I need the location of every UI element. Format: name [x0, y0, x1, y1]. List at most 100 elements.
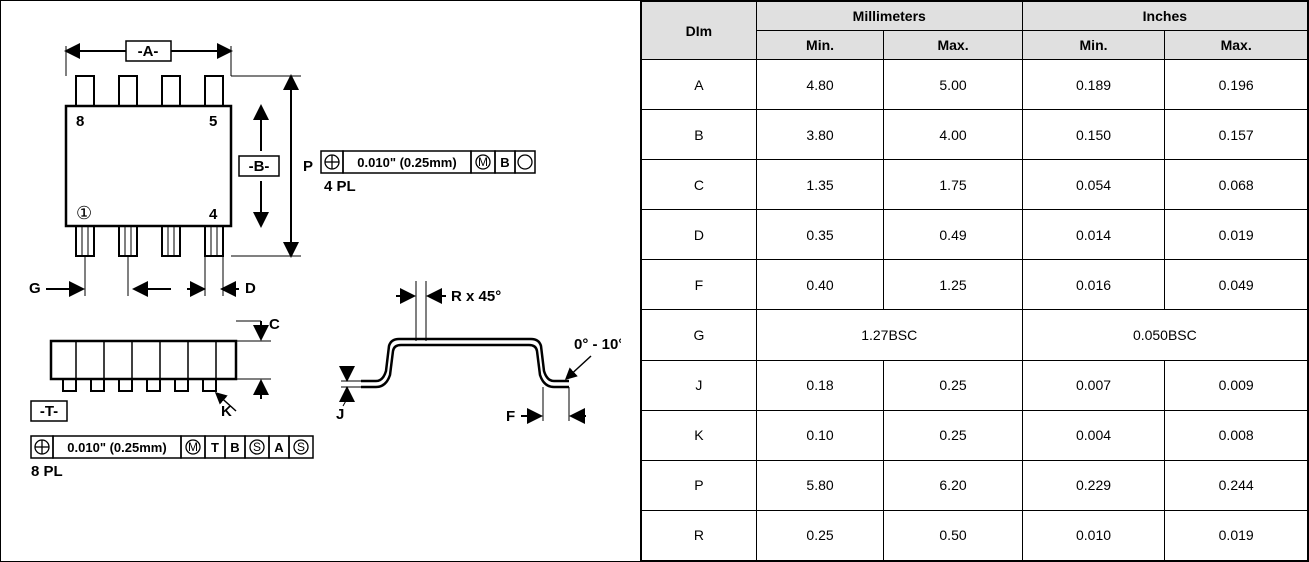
- cell-dim: B: [642, 110, 757, 160]
- cell-dim: F: [642, 260, 757, 310]
- end-view: R x 45° 0° - 10° J F: [336, 281, 621, 425]
- svg-text:T: T: [211, 440, 219, 455]
- cell-dim: A: [642, 60, 757, 110]
- label-D: D: [245, 280, 256, 297]
- cell-mm_max: 0.25: [884, 360, 1022, 410]
- table-row: D0.350.490.0140.019: [642, 210, 1308, 260]
- cell-in_min: 0.054: [1022, 160, 1165, 210]
- svg-text:B: B: [500, 155, 509, 170]
- svg-text:A: A: [274, 440, 284, 455]
- svg-text:S: S: [297, 440, 305, 454]
- header-mm: Millimeters: [756, 2, 1022, 31]
- cell-mm_max: 0.50: [884, 510, 1022, 560]
- pin-8: 8: [76, 113, 84, 130]
- table-header-row-1: DIm Millimeters Inches: [642, 2, 1308, 31]
- header-mm-max: Max.: [884, 31, 1022, 60]
- cell-dim: P: [642, 460, 757, 510]
- header-mm-min: Min.: [756, 31, 884, 60]
- label-G: G: [29, 280, 41, 297]
- cell-mm_max: 1.75: [884, 160, 1022, 210]
- table-row: G1.27BSC0.050BSC: [642, 310, 1308, 360]
- cell-dim: K: [642, 410, 757, 460]
- table-row: R0.250.500.0100.019: [642, 510, 1308, 560]
- cell-dim: G: [642, 310, 757, 360]
- cell-in_max: 0.068: [1165, 160, 1308, 210]
- cell-in_min: 0.014: [1022, 210, 1165, 260]
- cell-in_max: 0.196: [1165, 60, 1308, 110]
- cell-mm_min: 5.80: [756, 460, 884, 510]
- label-F: F: [506, 408, 515, 425]
- cell-in_min: 0.016: [1022, 260, 1165, 310]
- label-R: R x 45°: [451, 288, 501, 305]
- cell-mm_max: 0.25: [884, 410, 1022, 460]
- cell-dim: D: [642, 210, 757, 260]
- svg-text:4 PL: 4 PL: [324, 178, 356, 195]
- svg-text:M: M: [188, 440, 198, 454]
- cell-mm_max: 5.00: [884, 60, 1022, 110]
- cell-in_max: 0.008: [1165, 410, 1308, 460]
- cell-mm_min: 4.80: [756, 60, 884, 110]
- side-view: C K -T-: [31, 316, 280, 421]
- header-in-max: Max.: [1165, 31, 1308, 60]
- tolerance-8pl: 0.010" (0.25mm) M T B S A S 8 PL: [31, 436, 313, 480]
- cell-mm_max: 1.25: [884, 260, 1022, 310]
- cell-mm_min: 3.80: [756, 110, 884, 160]
- cell-in-span: 0.050BSC: [1022, 310, 1307, 360]
- pin-4: 4: [209, 206, 218, 223]
- cell-mm_min: 0.18: [756, 360, 884, 410]
- table-row: F0.401.250.0160.049: [642, 260, 1308, 310]
- cell-in_max: 0.049: [1165, 260, 1308, 310]
- label-B: -B-: [249, 158, 270, 175]
- table-row: K0.100.250.0040.008: [642, 410, 1308, 460]
- cell-in_min: 0.150: [1022, 110, 1165, 160]
- label-J: J: [336, 406, 344, 423]
- label-T: -T-: [40, 403, 58, 420]
- pin-5: 5: [209, 113, 217, 130]
- cell-in_max: 0.019: [1165, 510, 1308, 560]
- cell-mm_min: 0.25: [756, 510, 884, 560]
- main-container: -A-: [0, 0, 1309, 562]
- cell-mm_min: 0.40: [756, 260, 884, 310]
- cell-mm_min: 0.10: [756, 410, 884, 460]
- cell-in_max: 0.244: [1165, 460, 1308, 510]
- cell-in_max: 0.019: [1165, 210, 1308, 260]
- cell-mm_max: 6.20: [884, 460, 1022, 510]
- top-view: -A-: [29, 41, 535, 297]
- svg-text:B: B: [230, 440, 239, 455]
- pin-1: ①: [76, 203, 92, 223]
- cell-in_min: 0.007: [1022, 360, 1165, 410]
- table-row: B3.804.000.1500.157: [642, 110, 1308, 160]
- cell-mm_max: 0.49: [884, 210, 1022, 260]
- tolerance-4pl: 0.010" (0.25mm) M B 4 PL: [321, 151, 535, 195]
- svg-text:M: M: [478, 155, 488, 169]
- diagram-panel: -A-: [1, 1, 641, 561]
- cell-mm-span: 1.27BSC: [756, 310, 1022, 360]
- header-in-min: Min.: [1022, 31, 1165, 60]
- cell-in_max: 0.009: [1165, 360, 1308, 410]
- table-row: P5.806.200.2290.244: [642, 460, 1308, 510]
- table-row: C1.351.750.0540.068: [642, 160, 1308, 210]
- svg-text:S: S: [253, 440, 261, 454]
- dimensions-table-panel: DIm Millimeters Inches Min. Max. Min. Ma…: [641, 1, 1308, 561]
- cell-dim: R: [642, 510, 757, 560]
- cell-in_min: 0.004: [1022, 410, 1165, 460]
- svg-text:8 PL: 8 PL: [31, 463, 63, 480]
- dimensions-table: DIm Millimeters Inches Min. Max. Min. Ma…: [641, 1, 1308, 561]
- cell-in_min: 0.189: [1022, 60, 1165, 110]
- label-C: C: [269, 316, 280, 333]
- cell-dim: C: [642, 160, 757, 210]
- table-row: A4.805.000.1890.196: [642, 60, 1308, 110]
- cell-dim: J: [642, 360, 757, 410]
- header-dim: DIm: [642, 2, 757, 60]
- svg-text:0.010" (0.25mm): 0.010" (0.25mm): [67, 440, 166, 455]
- svg-text:0.010" (0.25mm): 0.010" (0.25mm): [357, 155, 456, 170]
- label-A: -A-: [138, 43, 159, 60]
- package-diagram: -A-: [21, 21, 621, 541]
- label-P: P: [303, 158, 313, 175]
- table-row: J0.180.250.0070.009: [642, 360, 1308, 410]
- cell-mm_max: 4.00: [884, 110, 1022, 160]
- header-in: Inches: [1022, 2, 1307, 31]
- cell-in_min: 0.010: [1022, 510, 1165, 560]
- cell-in_max: 0.157: [1165, 110, 1308, 160]
- cell-mm_min: 1.35: [756, 160, 884, 210]
